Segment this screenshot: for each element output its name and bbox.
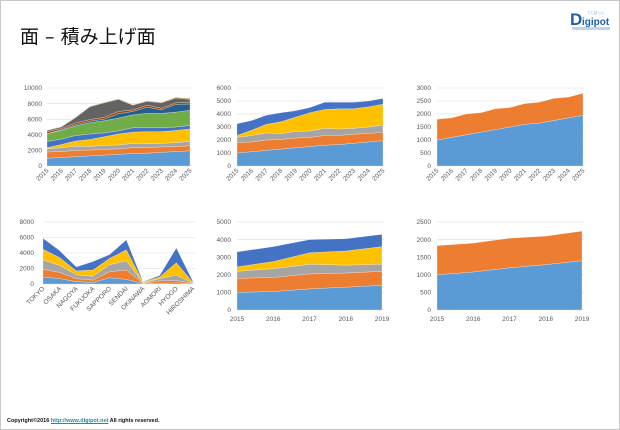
x-tick-label: 2025 — [571, 167, 586, 182]
x-tick-label: 2018 — [269, 167, 284, 182]
x-tick-label: 2022 — [527, 167, 542, 182]
y-tick-label: 1000 — [217, 290, 232, 297]
x-tick-label: 2015 — [230, 316, 245, 323]
x-tick-label: 2025 — [178, 167, 193, 182]
x-tick-label: 2021 — [513, 167, 528, 182]
y-tick-label: 2500 — [417, 98, 432, 105]
chart-6: 0 500 1000 1500 2000 2500 2015 2016 2017 2018 2019 — [417, 219, 590, 323]
footer-link[interactable]: http://www.digipot.net — [50, 418, 109, 424]
area-series-10 — [46, 97, 191, 131]
x-tick-label: 2016 — [266, 316, 281, 323]
y-tick-label: 4000 — [28, 132, 43, 139]
y-tick-label: 4000 — [217, 111, 232, 118]
y-tick-label: 2000 — [417, 237, 432, 244]
svg-text:igipot: igipot — [582, 17, 610, 28]
x-tick-label: 2017 — [254, 167, 269, 182]
x-tick-label: 2016 — [240, 167, 255, 182]
y-tick-label: 5000 — [217, 98, 232, 105]
x-tick-label: 2018 — [78, 167, 93, 182]
x-tick-label: 2024 — [557, 167, 572, 182]
y-tick-label: 1000 — [217, 150, 232, 157]
y-tick-label: 2500 — [417, 219, 432, 226]
y-tick-label: 1000 — [417, 272, 432, 279]
x-tick-label: 2017 — [64, 167, 79, 182]
x-tick-label: 2024 — [357, 167, 372, 182]
x-tick-label: 2019 — [375, 316, 390, 323]
y-tick-label: 2000 — [417, 111, 432, 118]
x-tick-label: 2020 — [498, 167, 513, 182]
x-tick-label: 2023 — [542, 167, 557, 182]
y-tick-label: 0 — [427, 163, 431, 170]
y-tick-label: 2000 — [28, 148, 43, 155]
svg-text:D: D — [570, 10, 582, 29]
x-tick-label: 2017 — [454, 167, 469, 182]
svg-text:でじぽっと: でじぽっと — [587, 10, 605, 15]
page-title: 面 – 積み上げ面 — [20, 26, 156, 48]
y-tick-label: 8000 — [28, 101, 43, 108]
y-tick-label: 8000 — [20, 219, 35, 226]
x-tick-label: 2016 — [440, 167, 455, 182]
y-tick-label: 6000 — [28, 116, 43, 123]
y-tick-label: 1500 — [417, 124, 432, 131]
y-tick-label: 1500 — [417, 254, 432, 261]
area-series-5 — [236, 98, 384, 136]
x-tick-label: 2024 — [164, 167, 179, 182]
footer-prefix: Copyright©2016 — [7, 418, 51, 424]
y-tick-label: 3000 — [417, 85, 432, 92]
y-tick-label: 0 — [227, 307, 231, 314]
y-tick-label: 6000 — [20, 235, 35, 242]
y-tick-label: 4000 — [20, 250, 35, 257]
footer-suffix: All rights reserved. — [108, 418, 160, 424]
area-series-2 — [436, 93, 584, 141]
x-tick-label: 2019 — [575, 316, 590, 323]
x-tick-label: 2018 — [539, 316, 554, 323]
x-tick-label: 2019 — [92, 167, 107, 182]
y-tick-label: 0 — [30, 281, 34, 288]
digipot-logo: D igipot でじぽっと — [568, 6, 614, 32]
y-tick-label: 5000 — [217, 219, 232, 226]
chart-5: 0 1000 2000 3000 4000 5000 2015 2016 2017 2018 201… — [217, 219, 390, 323]
x-tick-label: 2020 — [107, 167, 122, 182]
x-tick-label: 2019 — [284, 167, 299, 182]
y-tick-label: 500 — [420, 290, 431, 297]
x-tick-label: 2021 — [121, 167, 136, 182]
x-tick-label: 2017 — [502, 316, 517, 323]
y-tick-label: 6000 — [217, 85, 232, 92]
y-tick-label: 0 — [38, 163, 42, 170]
y-tick-label: 3000 — [217, 124, 232, 131]
y-tick-label: 3000 — [217, 254, 232, 261]
x-tick-label: 2019 — [484, 167, 499, 182]
y-tick-label: 500 — [420, 150, 431, 157]
x-tick-label: 2023 — [342, 167, 357, 182]
x-tick-label: 2017 — [302, 316, 317, 323]
y-tick-label: 2000 — [20, 266, 35, 273]
area-series-5 — [42, 238, 194, 283]
x-tick-label: 2018 — [339, 316, 354, 323]
y-tick-label: 0 — [227, 163, 231, 170]
y-tick-label: 4000 — [217, 237, 232, 244]
y-tick-label: 2000 — [217, 137, 232, 144]
area-series-5 — [236, 234, 383, 268]
x-tick-label: 2025 — [371, 167, 386, 182]
x-tick-label: 2015 — [430, 316, 445, 323]
y-tick-label: 2000 — [217, 272, 232, 279]
x-tick-label: 2022 — [327, 167, 342, 182]
footer-copyright: Copyright©2016 http://www.digipot.net Al… — [7, 418, 160, 424]
y-tick-label: 1000 — [417, 137, 432, 144]
y-tick-label: 0 — [427, 307, 431, 314]
x-tick-label: 2021 — [313, 167, 328, 182]
chart-4: 02000400060008000TOKYOOSAKANAGOYAFUKUOKA… — [20, 219, 197, 316]
x-tick-label: 2022 — [135, 167, 150, 182]
x-tick-label: 2023 — [150, 167, 165, 182]
x-tick-label: 2016 — [466, 316, 481, 323]
x-tick-label: 2020 — [298, 167, 313, 182]
x-tick-label: 2018 — [469, 167, 484, 182]
y-tick-label: 10000 — [24, 85, 42, 92]
x-tick-label: 2016 — [50, 167, 65, 182]
area-series-2 — [436, 231, 583, 275]
